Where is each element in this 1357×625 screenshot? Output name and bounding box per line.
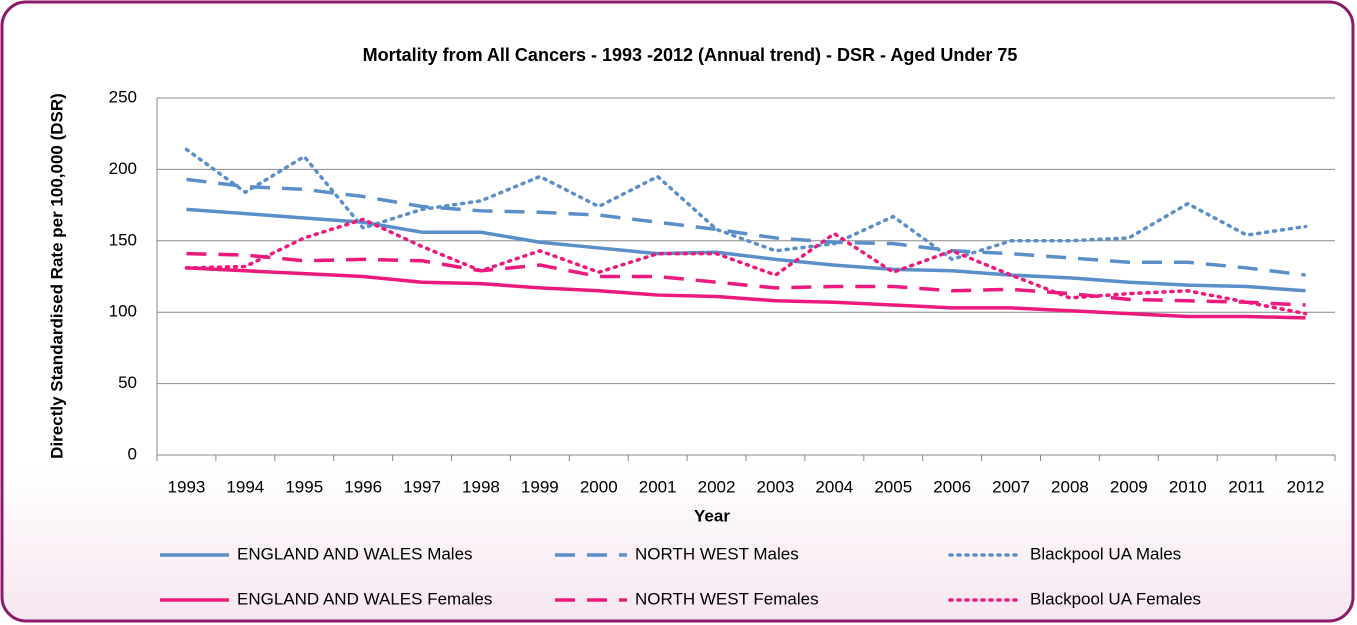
y-tick-label: 150 xyxy=(109,230,137,249)
x-tick-label: 1994 xyxy=(226,477,264,496)
x-tick-label: 2003 xyxy=(757,477,795,496)
x-tick-label: 2005 xyxy=(874,477,912,496)
x-tick-label: 2004 xyxy=(815,477,853,496)
y-axis-label: Directly Standardised Rate per 100,000 (… xyxy=(47,93,66,459)
chart-title: Mortality from All Cancers - 1993 -2012 … xyxy=(363,45,1018,65)
x-tick-label: 2008 xyxy=(1051,477,1089,496)
series-line xyxy=(184,217,1308,316)
x-tick-label: 2009 xyxy=(1110,477,1148,496)
legend-label: ENGLAND AND WALES Females xyxy=(237,589,492,608)
y-tick-label: 200 xyxy=(109,159,137,178)
x-tick-label: 2010 xyxy=(1169,477,1207,496)
legend-label: NORTH WEST Males xyxy=(635,544,799,563)
x-tick-label: 2007 xyxy=(992,477,1030,496)
series-line xyxy=(186,177,1306,277)
series-line xyxy=(186,266,1306,320)
y-tick-label: 50 xyxy=(118,373,137,392)
y-tick-label: 250 xyxy=(109,87,137,106)
x-tick-label: 1996 xyxy=(344,477,382,496)
x-tick-label: 1995 xyxy=(285,477,323,496)
y-tick-label: 0 xyxy=(128,444,137,463)
series-line xyxy=(186,207,1306,293)
series-line xyxy=(186,251,1306,307)
x-tick-label: 2000 xyxy=(580,477,618,496)
x-tick-label: 2001 xyxy=(639,477,677,496)
legend-label: Blackpool UA Males xyxy=(1030,544,1181,563)
x-tick-label: 1993 xyxy=(168,477,206,496)
x-tick-label: 1999 xyxy=(521,477,559,496)
x-tick-label: 2011 xyxy=(1228,477,1265,496)
legend-label: ENGLAND AND WALES Males xyxy=(237,544,473,563)
x-tick-label: 2006 xyxy=(933,477,971,496)
legend-label: Blackpool UA Females xyxy=(1030,589,1201,608)
x-tick-label: 2002 xyxy=(698,477,736,496)
x-tick-label: 2012 xyxy=(1287,477,1325,496)
x-tick-label: 1998 xyxy=(462,477,500,496)
legend-label: NORTH WEST Females xyxy=(635,589,819,608)
x-axis-label: Year xyxy=(694,506,730,525)
x-tick-label: 1997 xyxy=(403,477,441,496)
y-tick-label: 100 xyxy=(109,302,137,321)
